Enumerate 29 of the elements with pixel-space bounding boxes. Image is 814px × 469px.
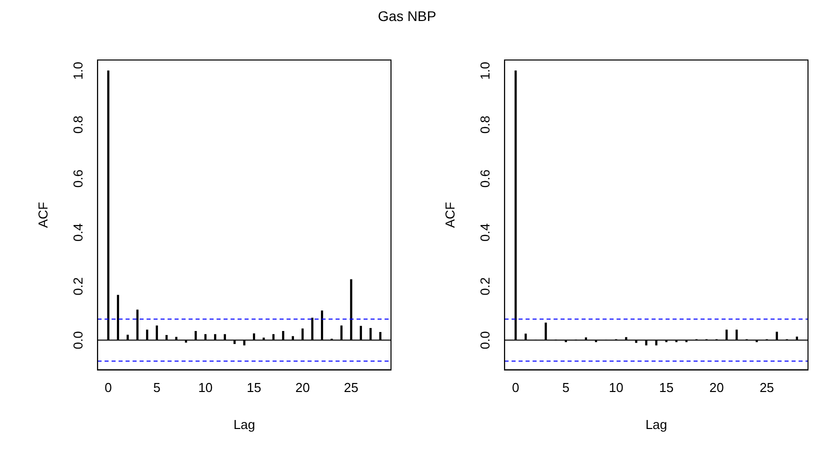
y-tick-label: 0.2 bbox=[70, 277, 86, 296]
y-tick-label: 1.0 bbox=[70, 62, 86, 80]
chart-title: Gas NBP bbox=[376, 8, 438, 24]
x-tick-label: 10 bbox=[198, 380, 213, 395]
y-tick-label: 0.6 bbox=[70, 169, 86, 188]
x-axis-title: Lag bbox=[645, 416, 668, 432]
y-tick-label: 0.4 bbox=[478, 223, 493, 242]
x-tick-label: 15 bbox=[659, 380, 674, 395]
y-tick-label: 0.8 bbox=[70, 116, 86, 134]
x-tick-label: 5 bbox=[153, 380, 160, 395]
y-tick-label: 0.8 bbox=[478, 116, 493, 134]
x-tick-label: 20 bbox=[709, 380, 724, 395]
x-tick-label: 25 bbox=[760, 380, 774, 395]
y-tick-label: 0.0 bbox=[478, 331, 493, 350]
y-tick-label: 0.0 bbox=[70, 331, 86, 350]
x-tick-label: 15 bbox=[246, 380, 262, 395]
y-axis-title: ACF bbox=[35, 202, 50, 228]
y-tick-label: 1.0 bbox=[478, 62, 493, 80]
y-axis-title: ACF bbox=[442, 202, 458, 228]
y-tick-label: 0.6 bbox=[478, 169, 493, 188]
y-tick-label: 0.2 bbox=[478, 277, 493, 296]
x-tick-label: 0 bbox=[512, 380, 520, 395]
x-tick-label: 10 bbox=[608, 380, 624, 395]
x-tick-label: 5 bbox=[562, 380, 570, 395]
x-tick-label: 20 bbox=[295, 380, 310, 395]
x-axis-title: Lag bbox=[233, 416, 256, 432]
x-tick-label: 0 bbox=[104, 380, 112, 395]
x-tick-label: 25 bbox=[344, 380, 358, 395]
y-tick-label: 0.4 bbox=[70, 223, 86, 242]
